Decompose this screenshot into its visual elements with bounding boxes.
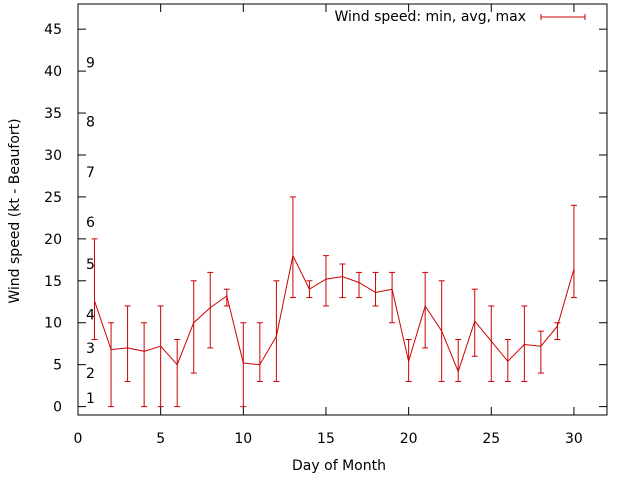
y-tick-label: 20 <box>44 232 62 248</box>
legend: Wind speed: min, avg, max <box>334 9 586 25</box>
x-axis-title: Day of Month <box>292 458 386 474</box>
y-tick-label: 40 <box>44 64 62 80</box>
y-tick-label: 5 <box>53 358 62 374</box>
x-tick-label: 15 <box>317 431 335 447</box>
x-tick-label: 10 <box>234 431 252 447</box>
beaufort-label: 2 <box>86 366 95 382</box>
beaufort-scale-labels: 1 2 3 4 5 6 7 8 9 <box>86 56 95 408</box>
x-tick-label: 0 <box>74 431 83 447</box>
beaufort-label: 6 <box>86 215 95 231</box>
beaufort-label: 8 <box>86 114 95 130</box>
beaufort-label: 5 <box>86 257 95 273</box>
y-tick-label: 15 <box>44 274 62 290</box>
plot-frame <box>77 3 608 416</box>
y-tick-label: 35 <box>44 106 62 122</box>
avg-line <box>94 254 575 373</box>
y-axis-title: Wind speed (kt - Beaufort) <box>7 118 23 303</box>
beaufort-label: 4 <box>86 307 95 323</box>
x-tick-label: 25 <box>482 431 500 447</box>
y-tick-label: 25 <box>44 190 62 206</box>
beaufort-label: 3 <box>86 341 95 357</box>
x-tick-label: 30 <box>565 431 583 447</box>
legend-sample <box>540 14 586 20</box>
beaufort-label: 9 <box>86 56 95 72</box>
y-tick-label: 30 <box>44 148 62 164</box>
x-tick-label: 20 <box>400 431 418 447</box>
legend-label: Wind speed: min, avg, max <box>334 9 526 25</box>
y-tick-label: 45 <box>44 22 62 38</box>
beaufort-label: 1 <box>86 391 95 407</box>
y-tick-label: 0 <box>53 400 62 416</box>
x-tick-label: 5 <box>156 431 165 447</box>
y-tick-label: 10 <box>44 316 62 332</box>
series-layer <box>91 196 577 408</box>
beaufort-label: 7 <box>86 165 95 181</box>
